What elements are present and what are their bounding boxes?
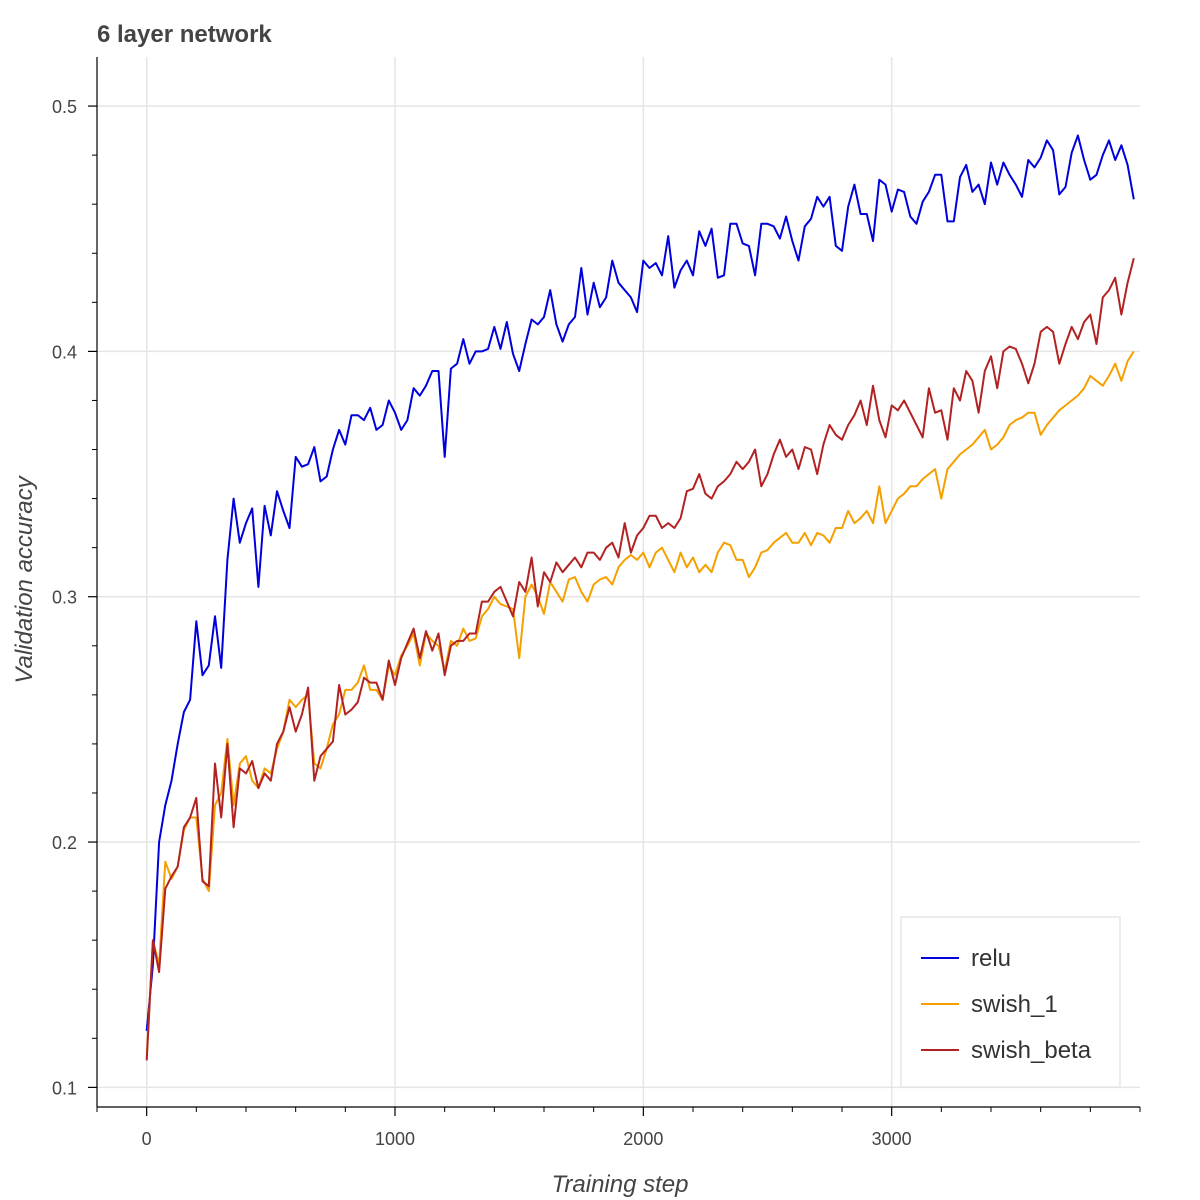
legend-label-swish_1: swish_1 [971,991,1058,1018]
y-tick-label-1: 0.2 [52,833,77,853]
y-tick-label-0: 0.1 [52,1078,77,1098]
series-layer [145,134,1135,1061]
y-axis-label: Validation accuracy [11,474,38,683]
series-line-relu [145,134,1135,1031]
y-tick-label-2: 0.3 [52,588,77,608]
axes-layer: 0 1000 2000 3000 0.1 0.2 0.3 0.4 0.5 [52,57,1141,1149]
series-line-swish_beta [145,257,1135,1061]
y-tick-label-4: 0.5 [52,97,77,117]
legend-label-relu: relu [971,945,1011,972]
chart-title: 6 layer network [97,21,272,48]
legend: relu swish_1 swish_beta [900,916,1121,1088]
y-tick-label-3: 0.4 [52,342,77,362]
x-axis-label: Training step [552,1171,689,1198]
x-tick-label-0: 0 [142,1129,152,1149]
legend-box [900,916,1121,1088]
x-tick-label-1: 1000 [375,1129,415,1149]
grid-layer [97,57,1140,1107]
x-tick-label-2: 2000 [623,1129,663,1149]
x-tick-label-3: 3000 [872,1129,912,1149]
legend-label-swish_beta: swish_beta [971,1037,1092,1064]
